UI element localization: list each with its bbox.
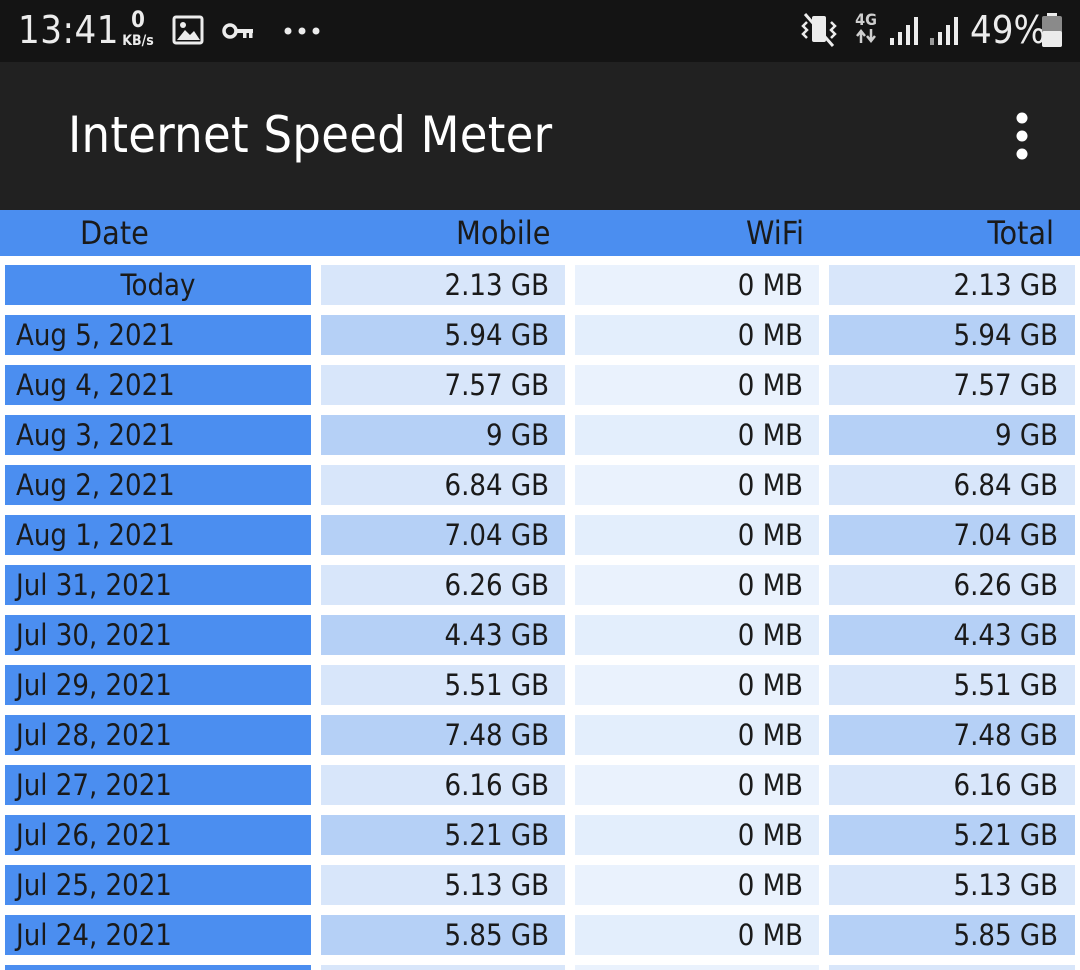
overflow-menu-button[interactable] bbox=[1000, 108, 1044, 164]
row-mobile: 2.13 GB bbox=[321, 265, 565, 305]
table-row[interactable]: Jul 25, 2021 5.13 GB 0 MB 5.13 GB bbox=[0, 865, 1080, 905]
table-row[interactable]: Aug 3, 2021 9 GB 0 MB 9 GB bbox=[0, 415, 1080, 455]
row-wifi: 0 MB bbox=[575, 715, 819, 755]
header-date: Date bbox=[80, 214, 149, 252]
row-total: 6.26 GB bbox=[829, 565, 1075, 605]
vibrate-icon bbox=[801, 13, 837, 47]
mobile-data-icon: 4G bbox=[850, 12, 882, 47]
row-total: 2.13 GB bbox=[829, 265, 1075, 305]
row-date: Aug 4, 2021 bbox=[5, 365, 311, 405]
row-date: Jul 30, 2021 bbox=[5, 615, 311, 655]
row-wifi: 0 MB bbox=[575, 465, 819, 505]
row-wifi: 0 MB bbox=[575, 265, 819, 305]
row-mobile: 6.84 GB bbox=[321, 465, 565, 505]
header-total: Total bbox=[987, 214, 1054, 252]
row-date: Aug 2, 2021 bbox=[5, 465, 311, 505]
table-header: Date Mobile WiFi Total bbox=[0, 210, 1080, 256]
row-date: Jul 27, 2021 bbox=[5, 765, 311, 805]
row-total: 5.21 GB bbox=[829, 815, 1075, 855]
row-date: Aug 1, 2021 bbox=[5, 515, 311, 555]
network-type-label: 4G bbox=[855, 10, 877, 29]
row-wifi: 0 MB bbox=[575, 315, 819, 355]
row-total: 6.16 GB bbox=[829, 765, 1075, 805]
row-wifi: 0 MB bbox=[575, 515, 819, 555]
row-wifi: 0 MB bbox=[575, 365, 819, 405]
battery-icon bbox=[1042, 13, 1062, 47]
row-mobile: 9 GB bbox=[321, 415, 565, 455]
row-total: 5.13 GB bbox=[829, 865, 1075, 905]
row-total bbox=[829, 965, 1075, 970]
row-mobile: 6.16 GB bbox=[321, 765, 565, 805]
row-wifi: 0 MB bbox=[575, 665, 819, 705]
table-row-partial[interactable] bbox=[0, 965, 1080, 970]
table-row[interactable]: Aug 2, 2021 6.84 GB 0 MB 6.84 GB bbox=[0, 465, 1080, 505]
row-total: 7.48 GB bbox=[829, 715, 1075, 755]
row-mobile: 7.48 GB bbox=[321, 715, 565, 755]
row-date bbox=[5, 965, 311, 970]
signal-icon bbox=[890, 17, 918, 45]
row-total: 9 GB bbox=[829, 415, 1075, 455]
clock: 13:41 bbox=[18, 8, 120, 52]
table-row[interactable]: Aug 4, 2021 7.57 GB 0 MB 7.57 GB bbox=[0, 365, 1080, 405]
header-wifi: WiFi bbox=[746, 214, 804, 252]
row-total: 5.94 GB bbox=[829, 315, 1075, 355]
row-date: Jul 31, 2021 bbox=[5, 565, 311, 605]
table-row[interactable]: Jul 27, 2021 6.16 GB 0 MB 6.16 GB bbox=[0, 765, 1080, 805]
table-row[interactable]: Jul 31, 2021 6.26 GB 0 MB 6.26 GB bbox=[0, 565, 1080, 605]
row-mobile: 5.94 GB bbox=[321, 315, 565, 355]
row-total: 6.84 GB bbox=[829, 465, 1075, 505]
overflow-menu-icon bbox=[1016, 112, 1028, 160]
row-date: Jul 24, 2021 bbox=[5, 915, 311, 955]
signal-icon-sim2 bbox=[930, 17, 958, 45]
row-wifi: 0 MB bbox=[575, 865, 819, 905]
vpn-key-icon bbox=[222, 23, 253, 39]
row-date: Jul 26, 2021 bbox=[5, 815, 311, 855]
table-row[interactable]: Jul 29, 2021 5.51 GB 0 MB 5.51 GB bbox=[0, 665, 1080, 705]
more-notifications-icon bbox=[284, 27, 320, 35]
app-title: Internet Speed Meter bbox=[68, 106, 553, 164]
row-mobile: 5.51 GB bbox=[321, 665, 565, 705]
row-wifi: 0 MB bbox=[575, 615, 819, 655]
row-total: 7.57 GB bbox=[829, 365, 1075, 405]
battery-percent: 49% bbox=[970, 8, 1046, 52]
net-speed-unit: KB/s bbox=[122, 33, 154, 49]
row-wifi: 0 MB bbox=[575, 765, 819, 805]
row-mobile: 5.85 GB bbox=[321, 915, 565, 955]
row-wifi: 0 MB bbox=[575, 415, 819, 455]
row-mobile bbox=[321, 965, 565, 970]
table-row[interactable]: Jul 26, 2021 5.21 GB 0 MB 5.21 GB bbox=[0, 815, 1080, 855]
table-row[interactable]: Jul 28, 2021 7.48 GB 0 MB 7.48 GB bbox=[0, 715, 1080, 755]
row-mobile: 7.57 GB bbox=[321, 365, 565, 405]
row-date: Aug 5, 2021 bbox=[5, 315, 311, 355]
table-row[interactable]: Aug 1, 2021 7.04 GB 0 MB 7.04 GB bbox=[0, 515, 1080, 555]
row-mobile: 5.21 GB bbox=[321, 815, 565, 855]
table-row[interactable]: Aug 5, 2021 5.94 GB 0 MB 5.94 GB bbox=[0, 315, 1080, 355]
table-row[interactable]: Jul 30, 2021 4.43 GB 0 MB 4.43 GB bbox=[0, 615, 1080, 655]
net-speed-value: 0 bbox=[131, 8, 145, 33]
row-total: 5.51 GB bbox=[829, 665, 1075, 705]
row-wifi: 0 MB bbox=[575, 815, 819, 855]
net-speed-indicator: 0 KB/s bbox=[118, 8, 158, 49]
row-wifi: 0 MB bbox=[575, 565, 819, 605]
row-date: Aug 3, 2021 bbox=[5, 415, 311, 455]
row-mobile: 6.26 GB bbox=[321, 565, 565, 605]
gallery-icon bbox=[172, 15, 204, 45]
status-bar: 13:41 0 KB/s 4G bbox=[0, 0, 1080, 62]
row-mobile: 4.43 GB bbox=[321, 615, 565, 655]
app-bar: Internet Speed Meter bbox=[0, 62, 1080, 210]
row-total: 4.43 GB bbox=[829, 615, 1075, 655]
row-date: Jul 28, 2021 bbox=[5, 715, 311, 755]
header-mobile: Mobile bbox=[456, 214, 551, 252]
table-row[interactable]: Today 2.13 GB 0 MB 2.13 GB bbox=[0, 265, 1080, 305]
table-row[interactable]: Jul 24, 2021 5.85 GB 0 MB 5.85 GB bbox=[0, 915, 1080, 955]
row-total: 5.85 GB bbox=[829, 915, 1075, 955]
row-wifi bbox=[575, 965, 819, 970]
row-mobile: 7.04 GB bbox=[321, 515, 565, 555]
row-total: 7.04 GB bbox=[829, 515, 1075, 555]
row-date: Jul 29, 2021 bbox=[5, 665, 311, 705]
row-date: Today bbox=[5, 265, 311, 305]
row-wifi: 0 MB bbox=[575, 915, 819, 955]
row-date: Jul 25, 2021 bbox=[5, 865, 311, 905]
row-mobile: 5.13 GB bbox=[321, 865, 565, 905]
